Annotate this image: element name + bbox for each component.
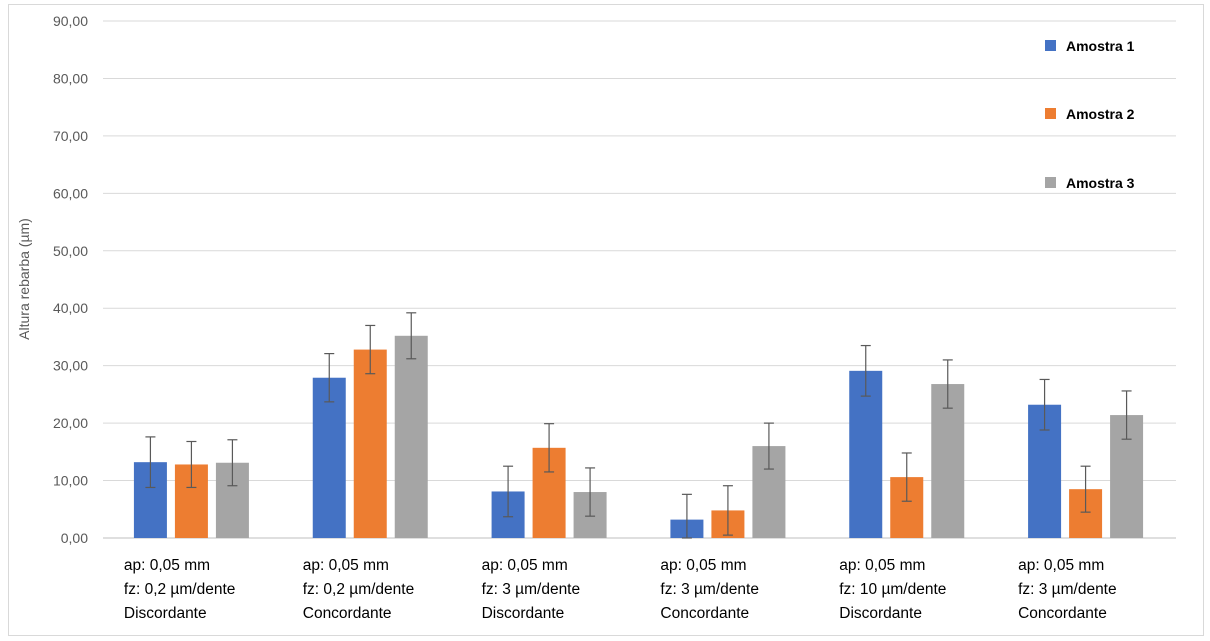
legend-label: Amostra 2 xyxy=(1066,106,1135,122)
category-label-line: Discordante xyxy=(482,605,565,622)
category-label: ap: 0,05 mm fz: 3 µm/dente Concordante xyxy=(660,557,759,622)
y-tick-label: 20,00 xyxy=(53,415,88,431)
y-tick-label: 90,00 xyxy=(53,13,88,29)
category-label: ap: 0,05 mm fz: 3 µm/dente Discordante xyxy=(482,557,581,622)
bar xyxy=(931,384,965,538)
y-axis-label: Altura rebarba (µm) xyxy=(16,218,32,340)
category-label: ap: 0,05 mm fz: 0,2 µm/dente Discordante xyxy=(124,557,235,622)
y-tick-label: 30,00 xyxy=(53,358,88,374)
category-label: ap: 0,05 mm fz: 3 µm/dente Concordante xyxy=(1018,557,1117,622)
y-axis-ticks: 0,00 10,00 20,00 30,00 40,00 50,00 60,00 70,00 8… xyxy=(53,13,88,546)
legend-label: Amostra 1 xyxy=(1066,38,1135,54)
category-label-line: ap: 0,05 mm xyxy=(303,557,389,574)
category-label-line: Concordante xyxy=(660,605,749,622)
category-label-line: fz: 0,2 µm/dente xyxy=(303,581,414,598)
error-bars xyxy=(145,312,1132,539)
legend-swatch xyxy=(1045,40,1056,51)
legend-swatch xyxy=(1045,177,1056,188)
category-label-line: fz: 3 µm/dente xyxy=(660,581,759,598)
category-label-line: ap: 0,05 mm xyxy=(1018,557,1104,574)
bar xyxy=(849,370,883,538)
bar xyxy=(312,377,346,538)
category-label-line: ap: 0,05 mm xyxy=(660,557,746,574)
y-tick-label: 40,00 xyxy=(53,300,88,316)
bar xyxy=(394,335,428,538)
category-label: ap: 0,05 mm fz: 0,2 µm/dente Concordante xyxy=(303,557,414,622)
y-tick-label: 80,00 xyxy=(53,70,88,86)
category-label-line: fz: 3 µm/dente xyxy=(482,581,581,598)
y-tick-label: 50,00 xyxy=(53,243,88,259)
category-label: ap: 0,05 mm fz: 10 µm/dente Discordante xyxy=(839,557,946,622)
y-tick-label: 60,00 xyxy=(53,185,88,201)
y-tick-label: 0,00 xyxy=(61,530,88,546)
category-label-line: fz: 0,2 µm/dente xyxy=(124,581,235,598)
legend-swatch xyxy=(1045,108,1056,119)
bar xyxy=(353,349,387,538)
category-label-line: ap: 0,05 mm xyxy=(124,557,210,574)
legend-label: Amostra 3 xyxy=(1066,175,1135,191)
category-label-line: fz: 3 µm/dente xyxy=(1018,581,1117,598)
category-label-line: ap: 0,05 mm xyxy=(482,557,568,574)
category-label-line: Concordante xyxy=(303,605,392,622)
category-label-line: Concordante xyxy=(1018,605,1107,622)
category-label-line: Discordante xyxy=(839,605,922,622)
category-label-line: ap: 0,05 mm xyxy=(839,557,925,574)
y-tick-label: 10,00 xyxy=(53,473,88,489)
y-tick-label: 70,00 xyxy=(53,128,88,144)
category-label-line: fz: 10 µm/dente xyxy=(839,581,946,598)
gridlines xyxy=(103,20,1176,539)
chart-frame xyxy=(8,4,1204,636)
category-label-line: Discordante xyxy=(124,605,207,622)
legend: Amostra 1 Amostra 2 Amostra 3 xyxy=(1045,38,1135,191)
